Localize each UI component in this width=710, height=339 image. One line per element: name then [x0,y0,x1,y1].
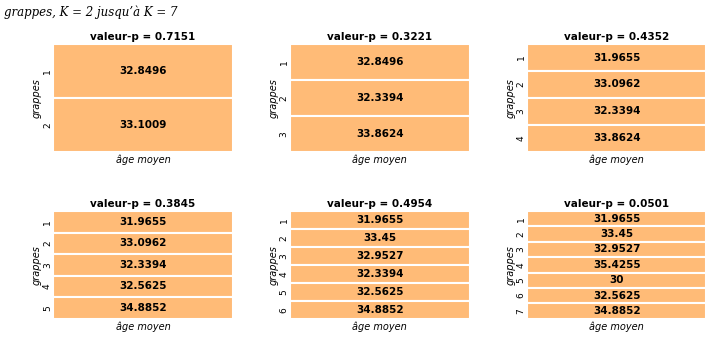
Text: 32.8496: 32.8496 [119,66,167,76]
Text: 32.3394: 32.3394 [356,93,403,103]
Text: 32.3394: 32.3394 [356,269,403,279]
Text: 33.8624: 33.8624 [593,133,640,143]
FancyBboxPatch shape [527,125,706,152]
Text: 32.3394: 32.3394 [593,106,640,116]
Text: 32.8496: 32.8496 [356,57,403,67]
X-axis label: âge moyen: âge moyen [116,321,170,332]
Text: 33.0962: 33.0962 [593,79,640,89]
FancyBboxPatch shape [53,276,233,297]
FancyBboxPatch shape [527,242,706,257]
Text: 31.9655: 31.9655 [119,217,167,227]
Title: valeur-p = 0.4352: valeur-p = 0.4352 [564,32,670,42]
Text: 32.3394: 32.3394 [119,260,167,270]
Y-axis label: grappes: grappes [506,245,515,285]
Text: 31.9655: 31.9655 [593,53,640,62]
FancyBboxPatch shape [527,303,706,319]
Title: valeur-p = 0.3221: valeur-p = 0.3221 [327,32,432,42]
FancyBboxPatch shape [527,211,706,226]
Text: 33.1009: 33.1009 [119,120,167,130]
Title: valeur-p = 0.4954: valeur-p = 0.4954 [327,199,432,209]
X-axis label: âge moyen: âge moyen [589,155,644,165]
FancyBboxPatch shape [290,229,469,247]
Text: 33.8624: 33.8624 [356,129,404,139]
Text: 31.9655: 31.9655 [593,214,640,224]
Text: 35.4255: 35.4255 [593,260,640,270]
X-axis label: âge moyen: âge moyen [352,155,408,165]
Text: 32.5625: 32.5625 [119,281,167,291]
Y-axis label: grappes: grappes [268,78,278,118]
Y-axis label: grappes: grappes [31,78,41,118]
Text: 30: 30 [609,275,624,285]
Text: 33.45: 33.45 [600,229,633,239]
Text: 34.8852: 34.8852 [593,306,640,316]
Y-axis label: grappes: grappes [268,245,278,285]
FancyBboxPatch shape [53,98,233,152]
FancyBboxPatch shape [527,44,706,71]
FancyBboxPatch shape [53,211,233,233]
Title: valeur-p = 0.0501: valeur-p = 0.0501 [564,199,670,209]
Text: 32.9527: 32.9527 [356,251,403,261]
FancyBboxPatch shape [290,247,469,265]
FancyBboxPatch shape [527,273,706,288]
FancyBboxPatch shape [290,116,469,152]
X-axis label: âge moyen: âge moyen [352,321,408,332]
Y-axis label: grappes: grappes [31,245,41,285]
FancyBboxPatch shape [290,301,469,319]
FancyBboxPatch shape [53,254,233,276]
FancyBboxPatch shape [290,283,469,301]
FancyBboxPatch shape [290,211,469,229]
FancyBboxPatch shape [53,44,233,98]
Text: 32.9527: 32.9527 [593,244,640,255]
FancyBboxPatch shape [527,257,706,273]
FancyBboxPatch shape [527,226,706,242]
FancyBboxPatch shape [53,233,233,254]
Text: 33.0962: 33.0962 [119,238,167,248]
Text: 33.45: 33.45 [364,233,396,243]
Text: grappes, K = 2 jusqu’à K = 7: grappes, K = 2 jusqu’à K = 7 [4,5,177,19]
Text: 34.8852: 34.8852 [119,303,167,313]
Text: 32.5625: 32.5625 [593,291,640,301]
FancyBboxPatch shape [527,98,706,125]
X-axis label: âge moyen: âge moyen [589,321,644,332]
Text: 31.9655: 31.9655 [356,215,403,225]
Text: 34.8852: 34.8852 [356,305,404,315]
FancyBboxPatch shape [53,297,233,319]
FancyBboxPatch shape [290,265,469,283]
Title: valeur-p = 0.3845: valeur-p = 0.3845 [90,199,195,209]
Y-axis label: grappes: grappes [506,78,515,118]
Text: 32.5625: 32.5625 [356,287,403,297]
X-axis label: âge moyen: âge moyen [116,155,170,165]
FancyBboxPatch shape [527,71,706,98]
FancyBboxPatch shape [290,44,469,80]
FancyBboxPatch shape [290,80,469,116]
FancyBboxPatch shape [527,288,706,303]
Title: valeur-p = 0.7151: valeur-p = 0.7151 [90,32,195,42]
